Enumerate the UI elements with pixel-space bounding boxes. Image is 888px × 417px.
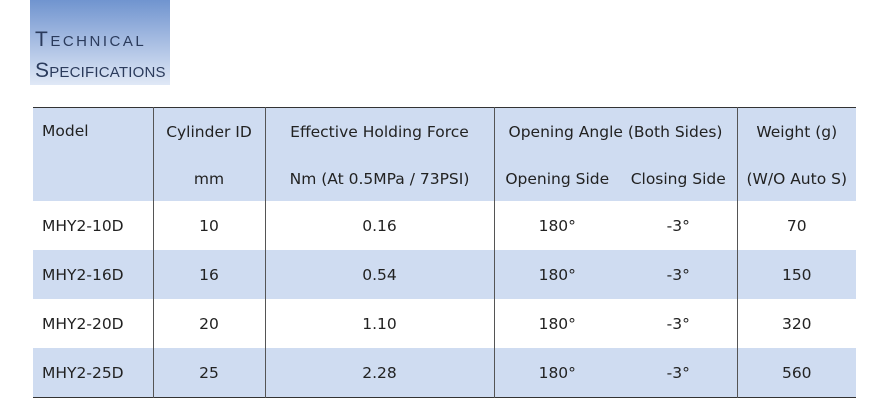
header-cell: Weight (g) xyxy=(736,107,856,156)
title-line: TECHNICAL xyxy=(35,28,147,51)
cell: 180° xyxy=(493,250,620,299)
cell: 0.54 xyxy=(264,250,494,299)
header-cell: Opening Angle (Both Sides) xyxy=(493,107,737,156)
cell: MHY2-25D xyxy=(33,348,153,398)
header-cell: Cylinder ID xyxy=(152,107,265,156)
header-row: mm Nm (At 0.5MPa / 73PSI) Opening Side Clos… xyxy=(33,156,856,201)
cell: MHY2-10D xyxy=(42,216,124,235)
cell: 25 xyxy=(152,348,265,398)
header-cell: Opening Side xyxy=(493,156,620,201)
cell: -3° xyxy=(666,314,690,333)
spec-table: Model Cylinder ID Effective Holding Force O… xyxy=(33,107,856,398)
cell: -3° xyxy=(666,216,690,235)
cell: 16 xyxy=(152,250,265,299)
cell: 2.28 xyxy=(264,348,494,398)
title-badge: TECHNICAL SPECIFICATIONS xyxy=(30,0,170,85)
cell: 180° xyxy=(493,299,620,348)
cell: -3° xyxy=(620,348,737,398)
title-line: SPECIFICATIONS xyxy=(35,59,166,82)
cell: MHY2-16D xyxy=(33,250,153,299)
data-row: MHY2-10D 10 0.16 180° -3° 70 xyxy=(33,201,856,250)
data-row: MHY2-20D 20 1.10 180° -3° 320 xyxy=(33,299,856,348)
cell: 560 xyxy=(736,348,856,398)
cell: -3° xyxy=(620,250,737,299)
header-cell: Closing Side xyxy=(620,156,737,201)
cell: 70 xyxy=(736,201,856,250)
cell: 0.16 xyxy=(264,201,494,250)
header-cell: Model xyxy=(33,107,153,201)
cell: 150 xyxy=(736,250,856,299)
header-cell: (W/O Auto S) xyxy=(736,156,856,201)
cell: 180° xyxy=(493,201,620,250)
cell: 320 xyxy=(736,299,856,348)
cell: 10 xyxy=(152,201,265,250)
cell: MHY2-20D xyxy=(42,314,124,333)
data-row: MHY2-25D 25 2.28 180° -3° 560 xyxy=(33,348,856,398)
header-cell: Effective Holding Force xyxy=(264,107,494,156)
header-cell: Nm (At 0.5MPa / 73PSI) xyxy=(264,156,494,201)
cell: 180° xyxy=(493,348,620,398)
data-row: MHY2-16D 16 0.54 180° -3° 150 xyxy=(33,250,856,299)
header-cell: mm xyxy=(152,156,265,201)
header-row: Model Cylinder ID Effective Holding Force O… xyxy=(33,107,856,201)
cell: 20 xyxy=(152,299,265,348)
cell: 1.10 xyxy=(264,299,494,348)
